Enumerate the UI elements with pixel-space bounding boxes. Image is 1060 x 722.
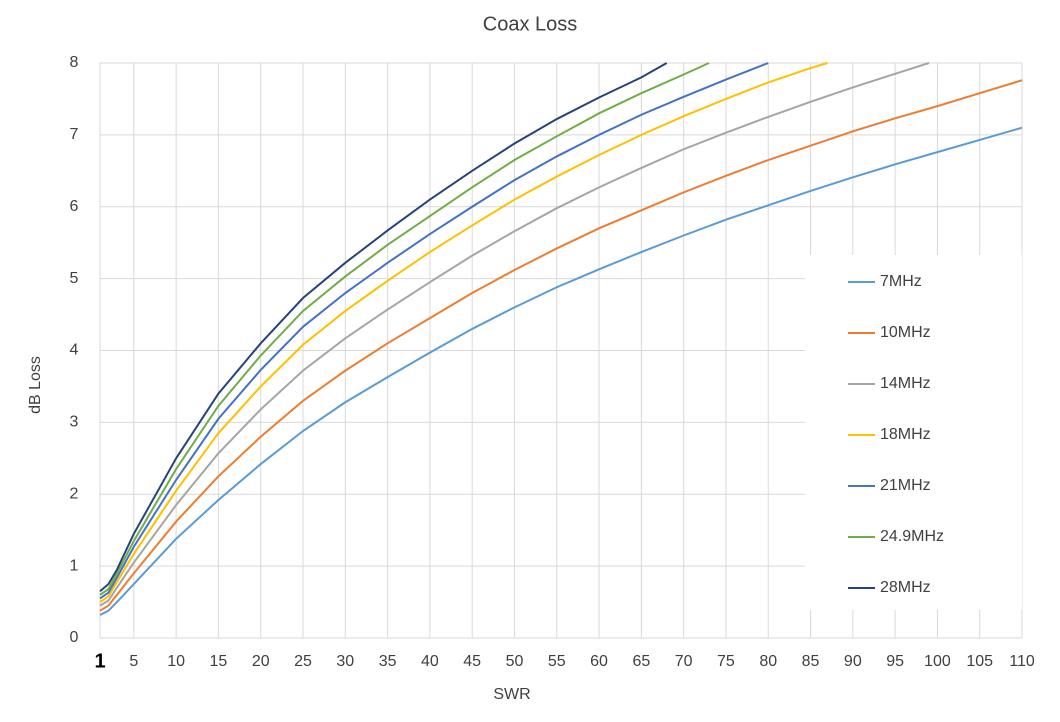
x-tick-label: 25 xyxy=(294,653,312,670)
x-tick-label: 70 xyxy=(675,653,693,670)
x-tick-label: 110 xyxy=(1009,653,1035,670)
x-tick-label: 35 xyxy=(379,653,397,670)
x-tick-label: 90 xyxy=(844,653,862,670)
x-tick-label: 105 xyxy=(966,653,993,670)
x-tick-label: 75 xyxy=(717,653,735,670)
x-tick-label: 95 xyxy=(886,653,904,670)
x-tick-label: 10 xyxy=(167,653,185,670)
x-tick-label: 45 xyxy=(463,653,481,670)
chart-title: Coax Loss xyxy=(483,13,578,35)
y-tick-label: 3 xyxy=(70,414,79,431)
x-tick-label: 55 xyxy=(548,653,566,670)
y-tick-label: 2 xyxy=(70,485,79,502)
line-series xyxy=(99,62,828,603)
x-tick-label: 50 xyxy=(506,653,524,670)
legend-label: 18MHz xyxy=(880,426,931,443)
line-series xyxy=(99,126,1023,616)
x-tick-label: 30 xyxy=(336,653,354,670)
y-tick-label: 7 xyxy=(70,126,79,143)
legend-label: 10MHz xyxy=(880,324,931,341)
x-tick-label: 40 xyxy=(421,653,439,670)
y-tick-label: 1 xyxy=(70,557,79,574)
x-tick-label: 20 xyxy=(252,653,270,670)
line-series xyxy=(99,62,710,596)
y-tick-label: 5 xyxy=(70,270,79,287)
x-tick-label: 15 xyxy=(210,653,228,670)
x-axis-label: SWR xyxy=(493,686,530,703)
legend-box xyxy=(805,255,1022,610)
legend-label: 21MHz xyxy=(880,477,931,494)
legend-label: 24.9MHz xyxy=(880,528,944,545)
y-tick-label: 8 xyxy=(70,54,79,71)
legend-label: 7MHz xyxy=(880,273,922,290)
x-tick-label: 80 xyxy=(759,653,777,670)
line-series xyxy=(99,79,1023,612)
legend-label: 14MHz xyxy=(880,375,931,392)
x-tick-label: 1 xyxy=(94,650,105,672)
x-tick-label: 60 xyxy=(590,653,608,670)
x-tick-label: 5 xyxy=(129,653,138,670)
y-axis-label: dB Loss xyxy=(27,356,44,414)
y-tick-label: 4 xyxy=(70,342,79,359)
line-series xyxy=(99,62,668,593)
x-tick-label: 65 xyxy=(632,653,650,670)
line-series xyxy=(99,62,930,607)
line-series xyxy=(99,62,769,600)
y-tick-label: 0 xyxy=(70,629,79,646)
x-tick-label: 85 xyxy=(802,653,820,670)
x-tick-label: 100 xyxy=(924,653,951,670)
legend: 7MHz 10MHz 14MHz 18MHz 21MHz 24.9MHz 28MHz xyxy=(805,255,1022,610)
y-tick-label: 6 xyxy=(70,198,79,215)
legend-label: 28MHz xyxy=(880,579,931,596)
